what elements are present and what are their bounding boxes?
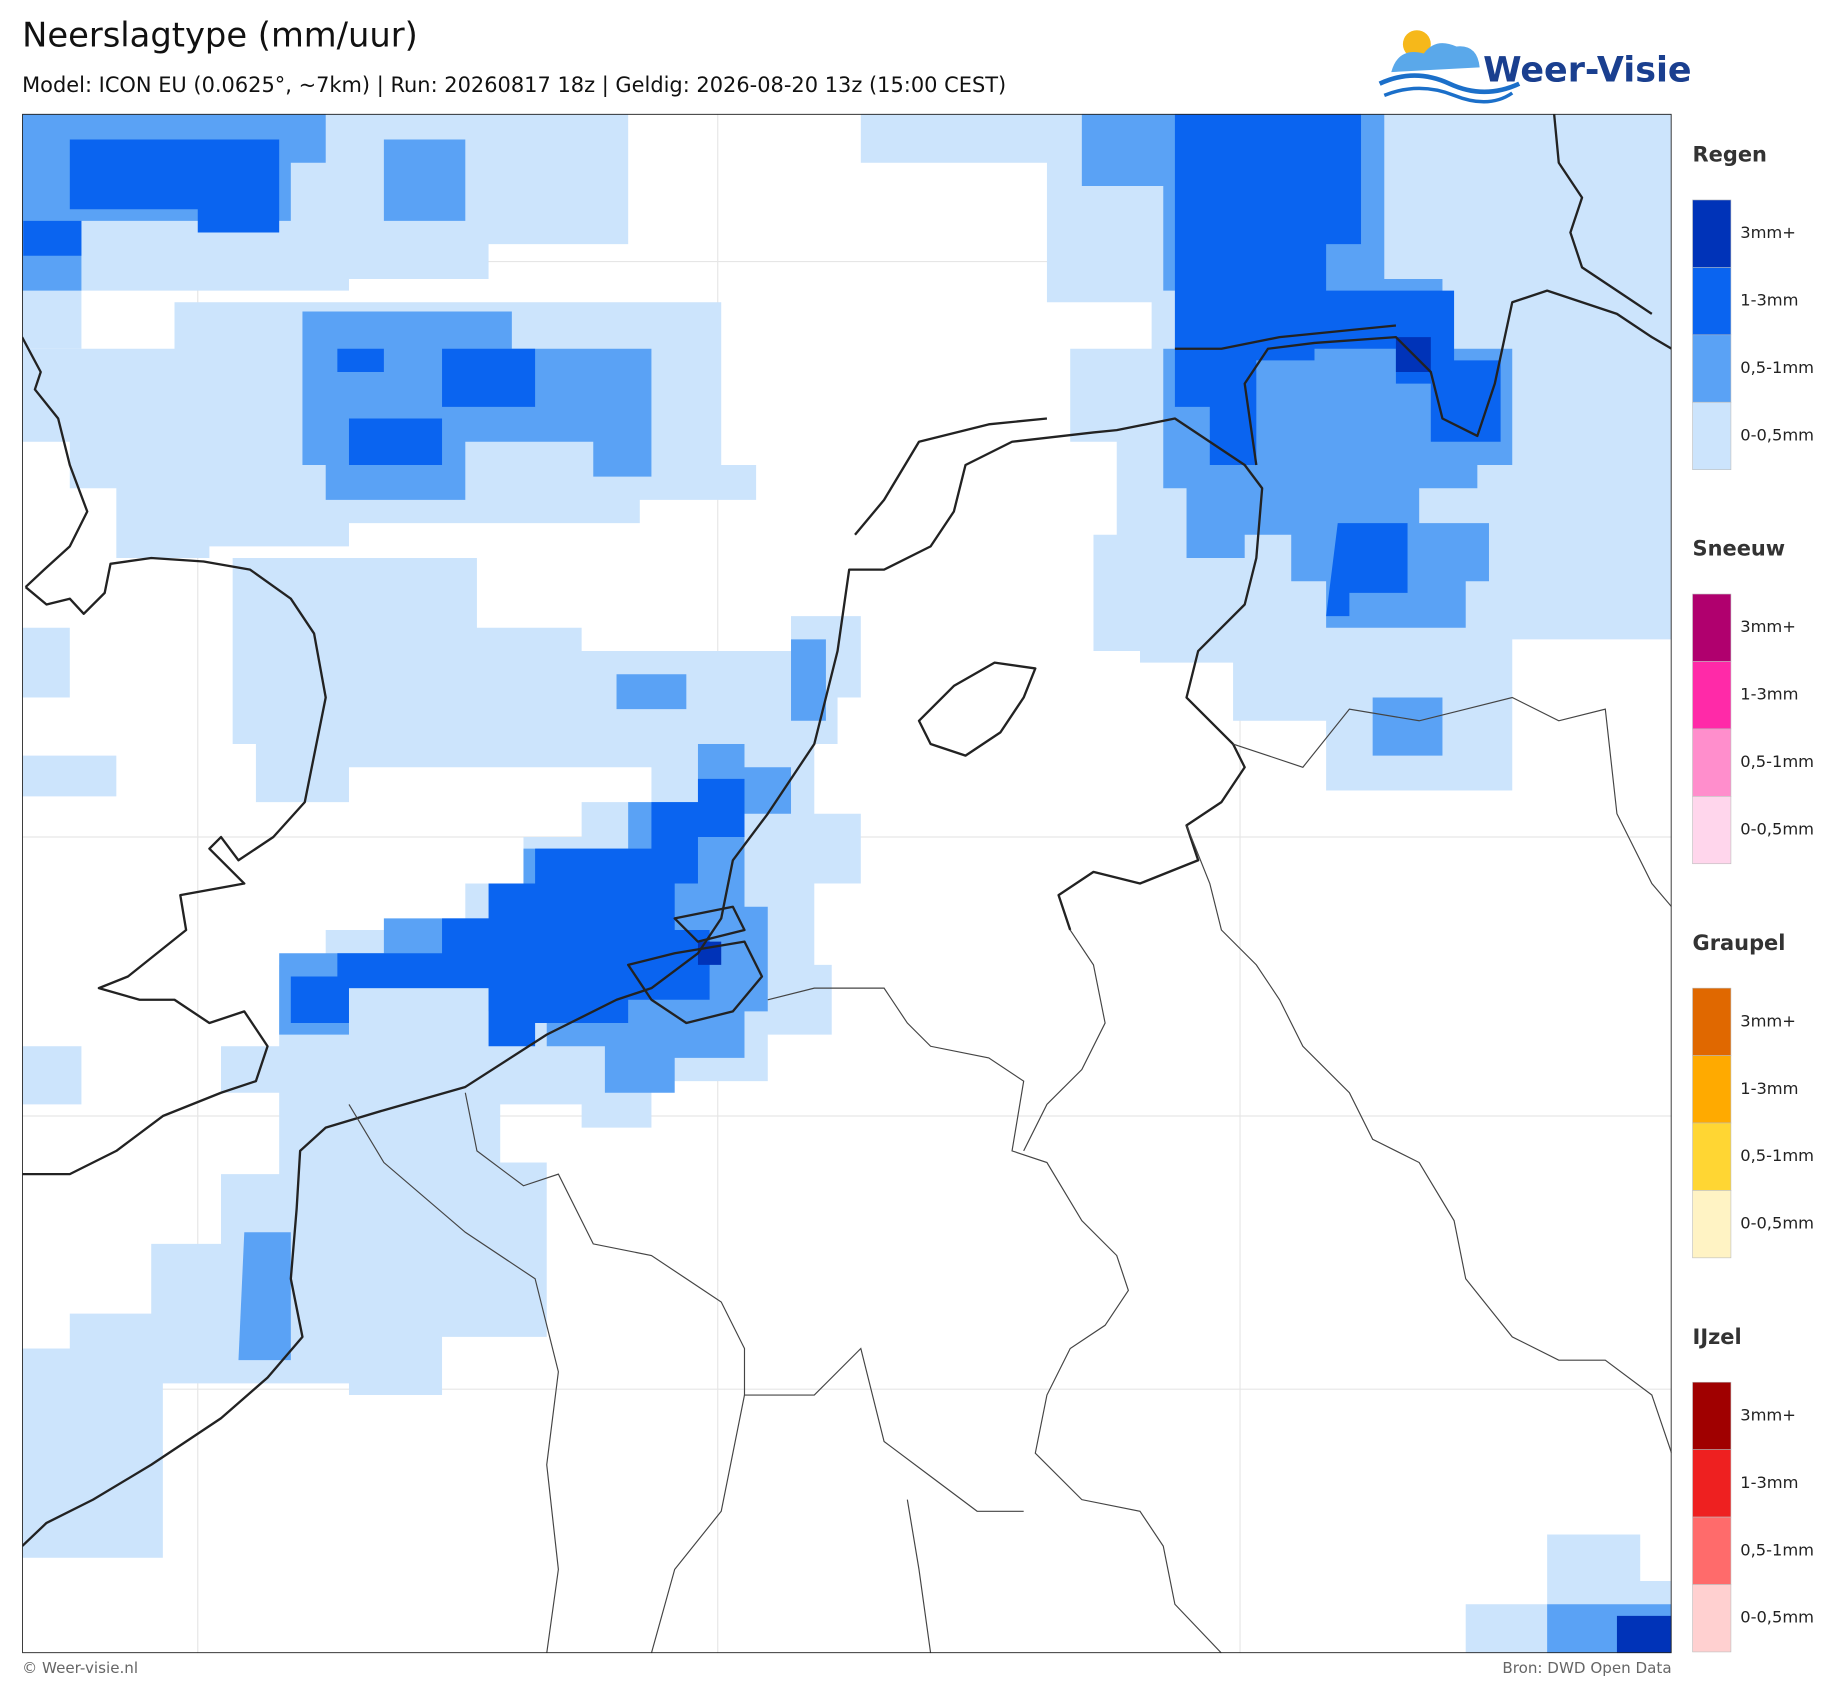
legend: Regen 3mm+ 1-3mm 0,5-1mm 0-0,5mm Sneeuw 3mm+ 1-…: [1692, 143, 1814, 1653]
legend-label: 0,5-1mm: [1740, 1146, 1814, 1165]
legend-swatch: [1692, 334, 1732, 403]
legend-swatch: [1692, 661, 1732, 730]
legend-heading: Sneeuw: [1693, 537, 1786, 561]
subtitle: Model: ICON EU (0.0625°, ~7km) | Run: 20…: [22, 73, 1006, 98]
logo-text: Weer-Visie: [1483, 50, 1691, 90]
legend-heading: Graupel: [1693, 931, 1786, 955]
title: Neerslagtype (mm/uur): [22, 16, 418, 55]
legend-swatch: [1692, 1190, 1732, 1259]
source: Bron: DWD Open Data: [1502, 1659, 1671, 1677]
legend-label: 0-0,5mm: [1740, 1214, 1814, 1233]
legend-swatch: [1692, 987, 1732, 1056]
copyright: © Weer-visie.nl: [22, 1659, 138, 1677]
legend-label: 3mm+: [1740, 1011, 1796, 1030]
legend-swatch: [1692, 728, 1732, 797]
legend-swatch: [1692, 199, 1732, 268]
legend-swatch: [1692, 796, 1732, 865]
legend-swatch: [1692, 593, 1732, 662]
map: [22, 113, 1672, 1654]
legend-label: 1-3mm: [1740, 1079, 1798, 1098]
legend-swatch: [1692, 1122, 1732, 1191]
legend-swatch: [1692, 1449, 1732, 1518]
legend-swatch: [1692, 1516, 1732, 1585]
legend-label: 1-3mm: [1740, 1473, 1798, 1492]
coastlines: [22, 113, 1672, 1547]
legend-swatch: [1692, 267, 1732, 336]
legend-heading: Regen: [1693, 143, 1767, 167]
legend-heading: IJzel: [1693, 1325, 1742, 1349]
legend-label: 0-0,5mm: [1740, 425, 1814, 444]
legend-label: 0,5-1mm: [1740, 358, 1814, 377]
borders: [348, 696, 1672, 1654]
legend-label: 3mm+: [1740, 617, 1796, 636]
legend-label: 3mm+: [1740, 223, 1796, 242]
legend-swatch: [1692, 1584, 1732, 1653]
legend-label: 1-3mm: [1740, 685, 1798, 704]
legend-label: 1-3mm: [1740, 291, 1798, 310]
legend-swatch: [1692, 1055, 1732, 1124]
precipitation: [22, 113, 1672, 1654]
legend-label: 0,5-1mm: [1740, 752, 1814, 771]
legend-label: 3mm+: [1740, 1405, 1796, 1424]
logo: Weer-Visie: [1378, 30, 1692, 104]
legend-label: 0-0,5mm: [1740, 1608, 1814, 1627]
legend-swatch: [1692, 1381, 1732, 1450]
legend-label: 0,5-1mm: [1740, 1540, 1814, 1559]
legend-swatch: [1692, 401, 1732, 470]
legend-label: 0-0,5mm: [1740, 820, 1814, 839]
